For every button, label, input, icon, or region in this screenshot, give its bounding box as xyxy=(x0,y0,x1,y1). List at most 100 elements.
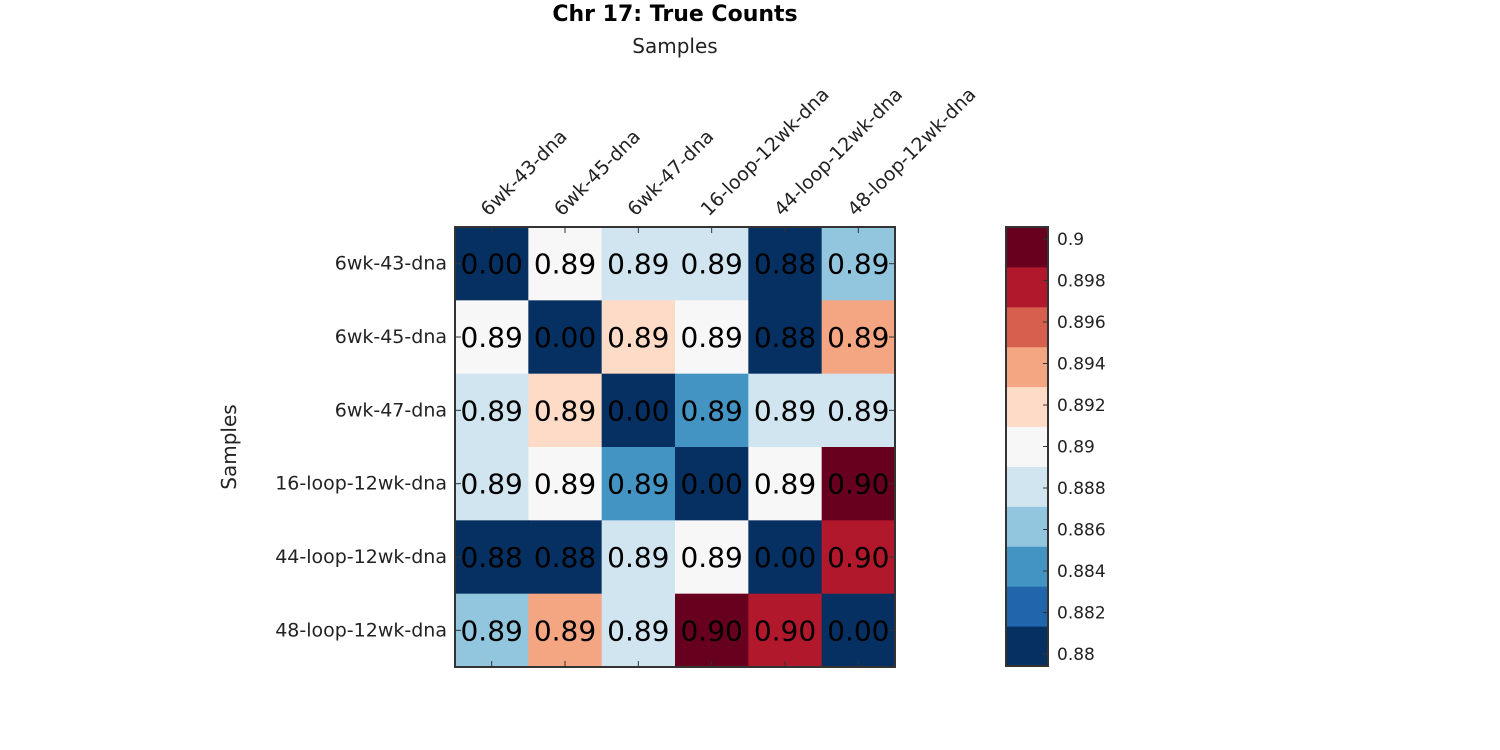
heatmap-cell xyxy=(821,520,896,595)
heatmap-cell xyxy=(821,227,896,301)
colorbar-tick-label: 0.898 xyxy=(1057,272,1106,292)
colorbar-tick-label: 0.888 xyxy=(1057,479,1106,499)
colorbar: 0.88 0.882 0.884 0.886 0.888 0.89 0.892 0.894 0.… xyxy=(1005,226,1106,667)
cell-value-label: 0.89 xyxy=(680,321,742,354)
cell-value-label: 0.89 xyxy=(607,541,669,574)
y-tick-label: 48-loop-12wk-dna xyxy=(275,619,447,641)
colorbar-tick-label: 0.88 xyxy=(1057,645,1095,665)
cell-value-label: 0.89 xyxy=(827,394,889,427)
x-axis-label: Samples xyxy=(632,34,717,58)
cell-value-label: 0.88 xyxy=(754,321,816,354)
heatmap-cell xyxy=(455,593,529,668)
colorbar-segment xyxy=(1006,626,1048,667)
cell-value-label: 0.89 xyxy=(460,468,522,501)
cell-value-label: 0.89 xyxy=(534,614,596,647)
heatmap-cell xyxy=(748,300,823,375)
x-tick-label: 44-loop-12wk-dna xyxy=(770,83,907,220)
cell-value-label: 0.89 xyxy=(607,248,669,281)
cell-value-label: 0.88 xyxy=(754,248,816,281)
y-tick-label: 6wk-47-dna xyxy=(335,399,447,421)
colorbar-segment xyxy=(1006,346,1048,388)
heatmap-cell xyxy=(455,447,529,521)
heatmap-cell xyxy=(601,520,676,595)
colorbar-tick-label: 0.884 xyxy=(1057,562,1106,582)
heatmap-cell xyxy=(455,520,529,595)
heatmap-cells xyxy=(455,227,896,668)
cell-value-label: 0.00 xyxy=(680,468,742,501)
cell-value-label: 0.90 xyxy=(827,468,889,501)
colorbar-segment xyxy=(1006,506,1048,547)
heatmap-cell xyxy=(675,593,749,668)
colorbar-tick-label: 0.896 xyxy=(1057,313,1106,333)
cell-value-label: 0.89 xyxy=(680,394,742,427)
cell-value-label: 0.89 xyxy=(460,394,522,427)
heatmap-cell xyxy=(675,300,749,375)
y-tick-label: 6wk-43-dna xyxy=(335,253,447,275)
colorbar-tick-label: 0.882 xyxy=(1057,604,1106,624)
colorbar-segment xyxy=(1006,586,1048,627)
cell-value-label: 0.89 xyxy=(827,321,889,354)
y-tick-label: 6wk-45-dna xyxy=(335,326,447,348)
heatmap-cell xyxy=(455,227,529,301)
heatmap-cell xyxy=(455,373,529,448)
cell-value-label: 0.89 xyxy=(534,248,596,281)
cell-value-label: 0.00 xyxy=(460,248,522,281)
cell-value-label: 0.89 xyxy=(827,248,889,281)
heatmap-cell xyxy=(748,520,823,595)
heatmap-cell xyxy=(528,300,603,375)
cell-value-label: 0.88 xyxy=(460,541,522,574)
heatmap-cell xyxy=(528,227,603,301)
cell-value-label: 0.89 xyxy=(680,541,742,574)
colorbar-segment xyxy=(1006,426,1048,467)
heatmap-cell xyxy=(528,593,603,668)
cell-value-label: 0.00 xyxy=(754,541,816,574)
colorbar-tick-label: 0.886 xyxy=(1057,521,1106,541)
cell-value-label: 0.89 xyxy=(460,321,522,354)
y-tick-label: 16-loop-12wk-dna xyxy=(275,473,447,495)
cell-value-label: 0.00 xyxy=(607,394,669,427)
cell-value-label: 0.89 xyxy=(607,468,669,501)
colorbar-tick-label: 0.894 xyxy=(1057,355,1106,375)
cell-value-label: 0.89 xyxy=(607,614,669,647)
heatmap-cell xyxy=(748,227,823,301)
heatmap-cell xyxy=(528,373,603,448)
heatmap-cell xyxy=(601,373,676,448)
heatmap-cell xyxy=(528,447,603,521)
heatmap-cell xyxy=(748,593,823,668)
heatmap-cell xyxy=(675,520,749,595)
colorbar-segment xyxy=(1006,266,1048,308)
colorbar-segment xyxy=(1006,227,1048,268)
colorbar-segment xyxy=(1006,306,1048,348)
heatmap-cell xyxy=(601,447,676,521)
heatmap-cell xyxy=(601,593,676,668)
heatmap-cell xyxy=(675,373,749,448)
colorbar-segment xyxy=(1006,386,1048,428)
cell-value-label: 0.88 xyxy=(534,541,596,574)
colorbar-tick-label: 0.892 xyxy=(1057,396,1106,416)
heatmap-cell xyxy=(601,300,676,375)
cell-value-label: 0.89 xyxy=(534,468,596,501)
heatmap-cell xyxy=(601,227,676,301)
heatmap-cell xyxy=(748,447,823,521)
cell-value-label: 0.90 xyxy=(754,614,816,647)
heatmap-cell xyxy=(528,520,603,595)
heatmap-cell-labels: 0.00 0.89 0.89 0.89 0.88 0.89 0.89 0.00 0.89 0.89… xyxy=(460,248,889,648)
cell-value-label: 0.90 xyxy=(827,541,889,574)
y-tick-label: 44-loop-12wk-dna xyxy=(275,546,447,568)
heatmap-cell xyxy=(821,593,896,668)
cell-value-label: 0.89 xyxy=(460,614,522,647)
x-tick-label: 48-loop-12wk-dna xyxy=(843,83,980,220)
y-axis-label: Samples xyxy=(217,404,241,489)
cell-value-label: 0.89 xyxy=(754,394,816,427)
heatmap-cell xyxy=(675,227,749,301)
cell-value-label: 0.89 xyxy=(607,321,669,354)
cell-value-label: 0.00 xyxy=(534,321,596,354)
x-tick-label: 16-loop-12wk-dna xyxy=(697,83,834,220)
cell-value-label: 0.89 xyxy=(754,468,816,501)
cell-value-label: 0.89 xyxy=(534,394,596,427)
cell-value-label: 0.00 xyxy=(827,614,889,647)
colorbar-tick-label: 0.89 xyxy=(1057,438,1095,458)
cell-value-label: 0.89 xyxy=(680,248,742,281)
colorbar-segment xyxy=(1006,546,1048,587)
heatmap-cell xyxy=(821,300,896,375)
